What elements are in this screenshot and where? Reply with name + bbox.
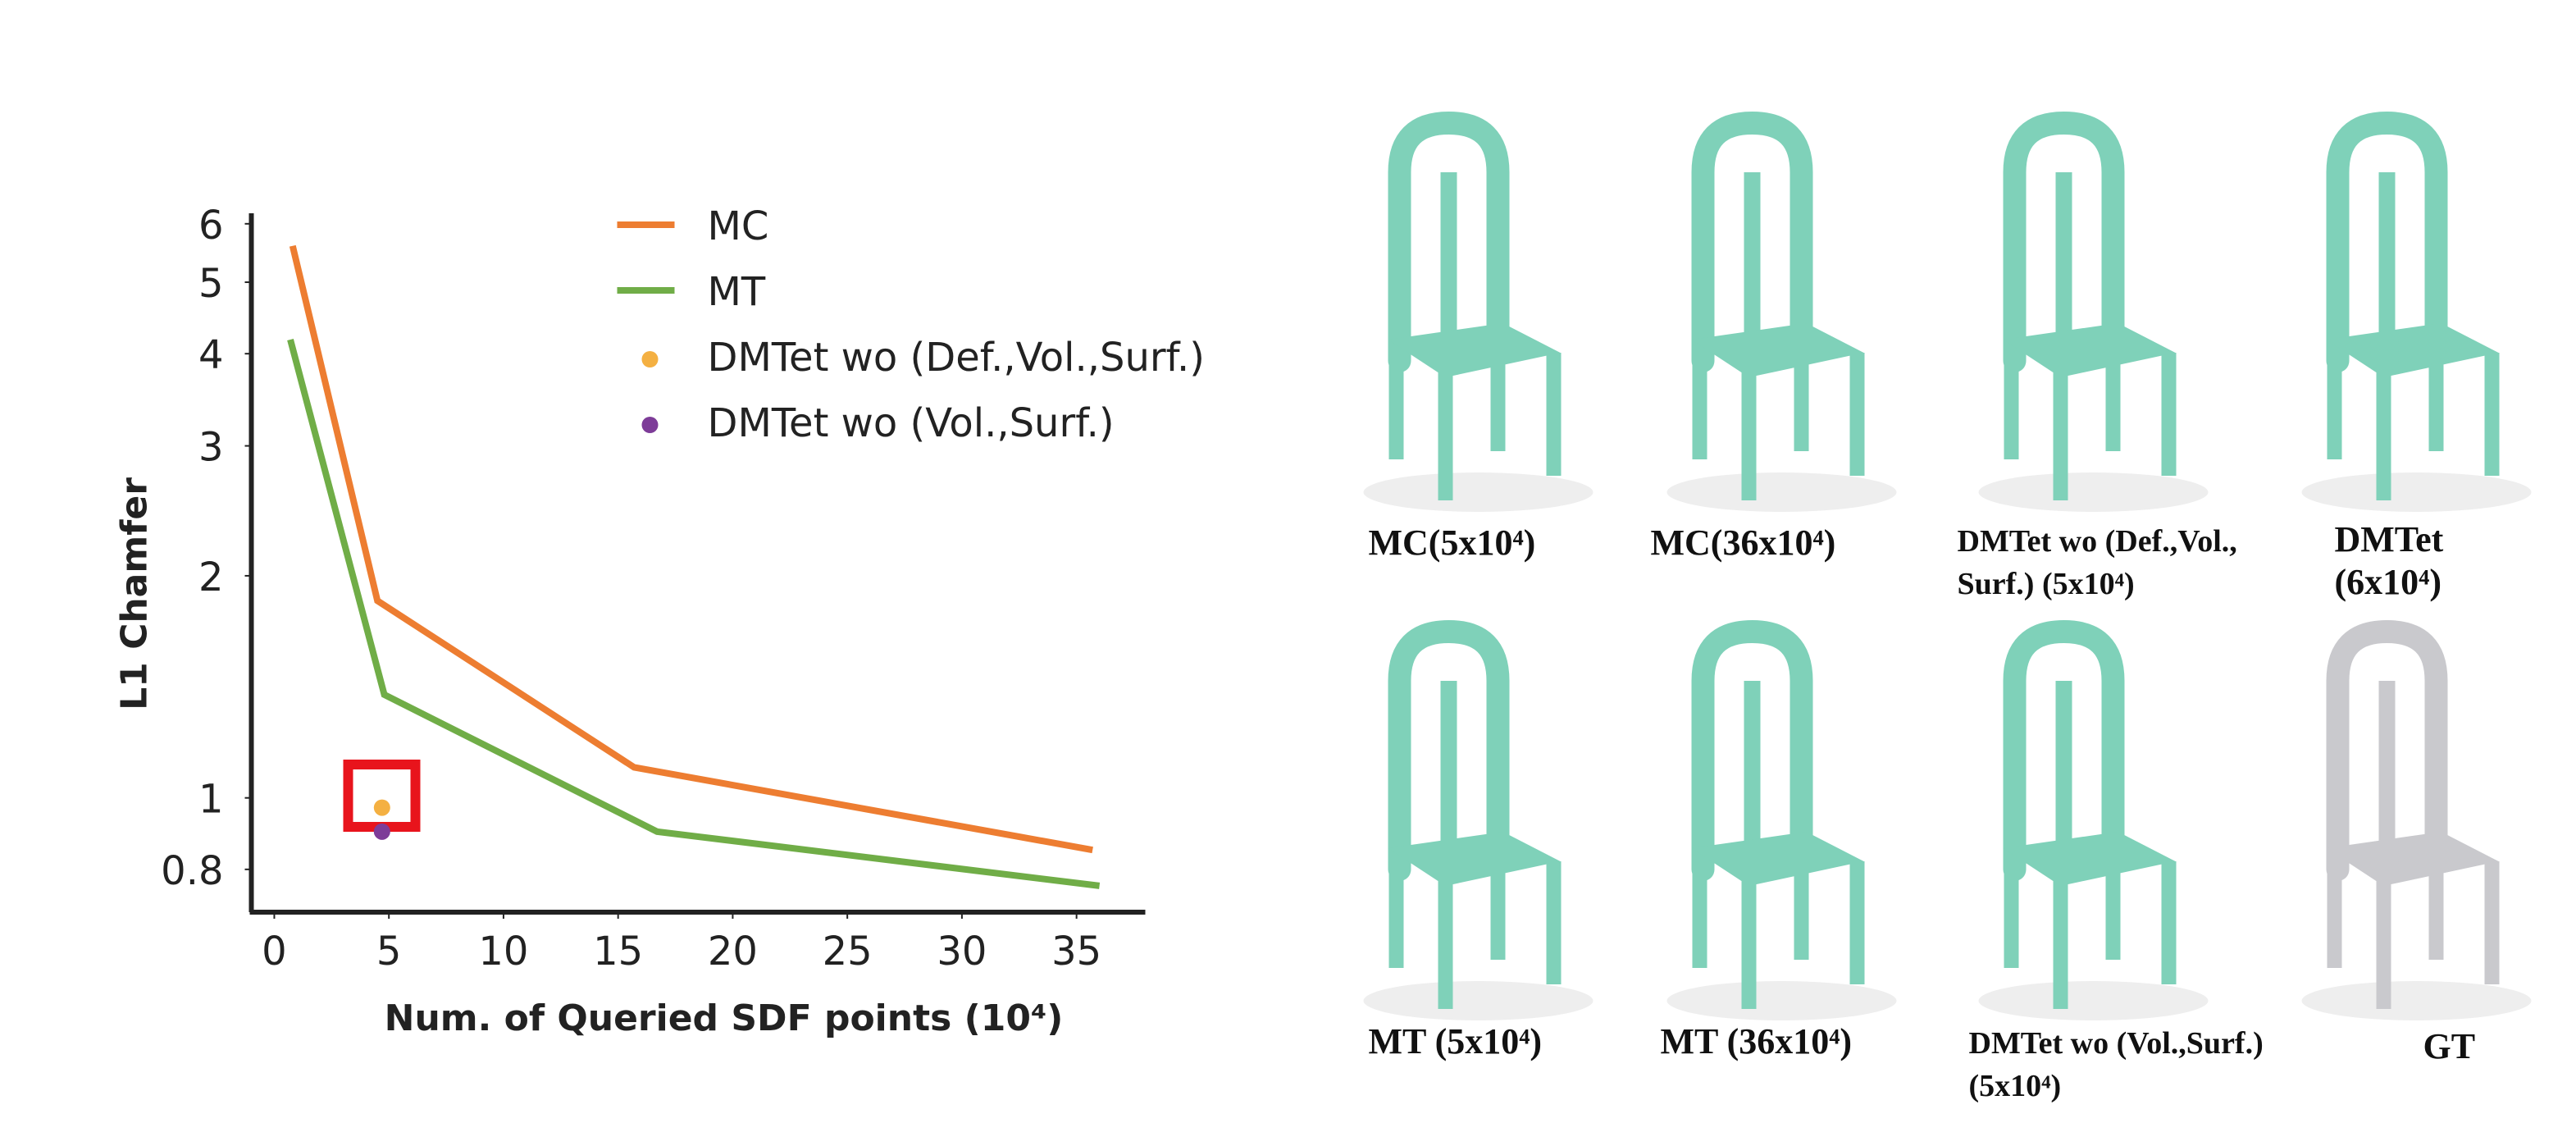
chair-shadow (1666, 472, 1897, 512)
chair-back (1691, 619, 1813, 881)
legend-label: MC (708, 203, 769, 249)
x-axis-label: Num. of Queried SDF points (10⁴) (385, 997, 1064, 1039)
x-tick-label: 35 (1051, 929, 1101, 975)
caption: Surf.) (5x10⁴) (1958, 567, 2135, 601)
x-tick-label: 10 (478, 929, 528, 975)
chair-back (2003, 111, 2125, 372)
chair-render (1666, 619, 1897, 1020)
point (373, 799, 390, 816)
chair-seat (1388, 323, 1561, 377)
chair-render (2301, 619, 2532, 1020)
legend-label: DMTet wo (Def.,Vol.,Surf.) (708, 335, 1206, 381)
chair-seat (2326, 832, 2499, 886)
chair-shadow (2301, 472, 2532, 512)
caption: GT (2423, 1026, 2476, 1066)
legend-marker (641, 417, 659, 433)
x-tick-label: 5 (376, 929, 402, 975)
legend-label: MT (708, 269, 766, 315)
x-tick-label: 25 (823, 929, 873, 975)
caption: DMTet (2335, 519, 2444, 559)
chair-render (2301, 111, 2532, 512)
chair-back (2326, 111, 2448, 372)
chair-seat (1388, 832, 1561, 886)
caption: DMTet wo (Def.,Vol., (1958, 524, 2237, 559)
y-tick-label: 4 (198, 332, 224, 378)
y-tick-label: 3 (198, 425, 224, 471)
highlight-box (343, 760, 421, 832)
chair-seat (2326, 323, 2499, 377)
x-tick-label: 20 (708, 929, 758, 975)
y-axis-label: L1 Chamfer (114, 477, 156, 710)
line (289, 244, 1093, 854)
chair-shadow (1978, 981, 2209, 1020)
point (373, 823, 390, 840)
y-tick-label: 0.8 (161, 848, 223, 894)
chair-back (1388, 111, 1510, 372)
chair-shadow (2301, 981, 2532, 1020)
line (287, 338, 1101, 889)
y-tick-label: 5 (198, 261, 224, 307)
chair-seat (1691, 323, 1864, 377)
chair-back (2326, 619, 2448, 881)
chair-back (1691, 111, 1813, 372)
chair-seat (1691, 832, 1864, 886)
chair-render (1978, 111, 2209, 512)
caption: MT (5x10⁴) (1369, 1021, 1543, 1061)
caption: DMTet wo (Vol.,Surf.) (1969, 1026, 2264, 1061)
chair-render (1363, 619, 1593, 1020)
caption: MC(36x10⁴) (1651, 523, 1836, 563)
legend-marker (641, 351, 659, 367)
chair-render (1363, 111, 1593, 512)
x-tick-label: 0 (262, 929, 287, 975)
caption: (6x10⁴) (2335, 562, 2442, 602)
y-tick-label: 2 (198, 555, 224, 600)
y-tick-label: 1 (198, 777, 224, 823)
chair-seat (2003, 323, 2176, 377)
chair-render (1978, 619, 2209, 1020)
chair-shadow (1363, 472, 1593, 512)
chair-seat (2003, 832, 2176, 886)
x-tick-label: 15 (593, 929, 643, 975)
chair-shadow (1978, 472, 2209, 512)
caption: (5x10⁴) (1969, 1069, 2062, 1103)
legend-label: DMTet wo (Vol.,Surf.) (708, 400, 1115, 446)
y-tick-label: 6 (198, 203, 224, 249)
caption: MC(5x10⁴) (1369, 523, 1536, 563)
chair-shadow (1363, 981, 1593, 1020)
x-tick-label: 30 (937, 929, 987, 975)
chair-back (2003, 619, 2125, 881)
chair-shadow (1666, 981, 1897, 1020)
chair-back (1388, 619, 1510, 881)
chair-render (1666, 111, 1897, 512)
caption: MT (36x10⁴) (1661, 1021, 1853, 1061)
